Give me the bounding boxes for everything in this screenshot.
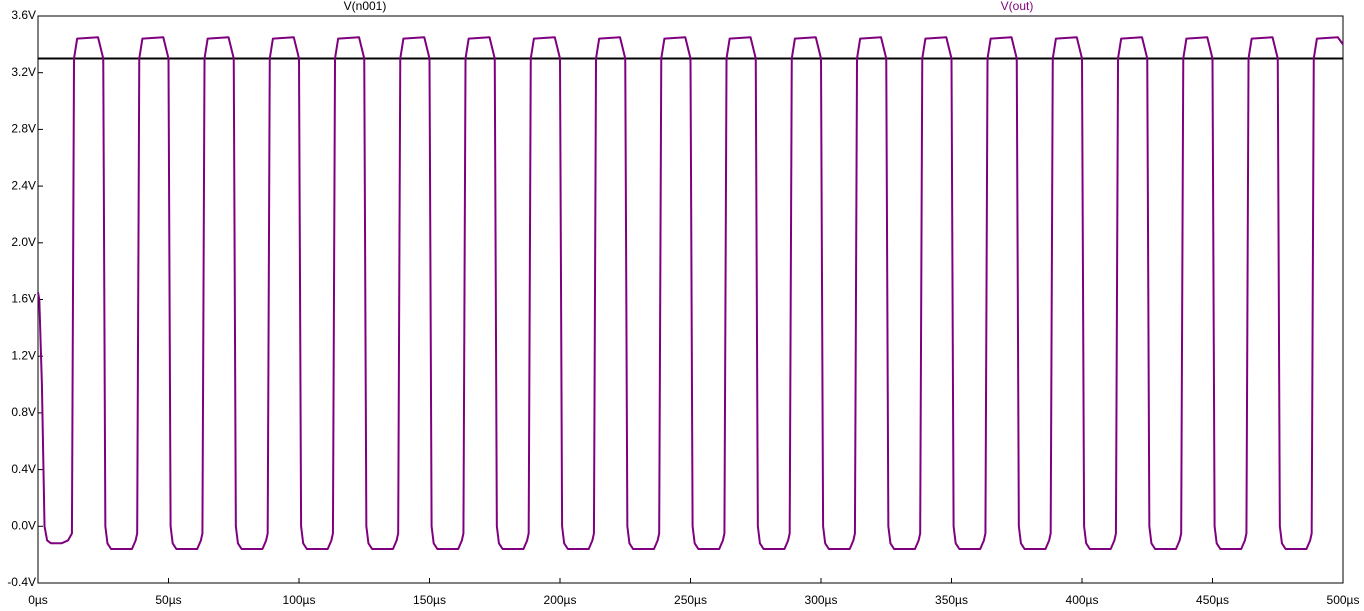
x-tick-label: 100µs	[283, 593, 316, 607]
y-tick-label: 0.0V	[11, 518, 36, 532]
series-line	[37, 36, 1344, 550]
legend-label: V(out)	[1001, 0, 1034, 13]
x-tick-label: 200µs	[544, 593, 577, 607]
y-tick-label: 0.4V	[11, 462, 36, 476]
x-tick-label: 400µs	[1066, 593, 1099, 607]
x-tick-label: 450µs	[1196, 593, 1229, 607]
y-tick-label: 2.0V	[11, 235, 36, 249]
y-tick-label: 1.6V	[11, 292, 36, 306]
x-tick-label: 500µs	[1327, 593, 1360, 607]
y-tick-label: 2.8V	[11, 122, 36, 136]
x-tick-label: 150µs	[413, 593, 446, 607]
x-tick-label: 50µs	[155, 593, 181, 607]
legend-label: V(n001)	[344, 0, 387, 13]
y-tick-label: 2.4V	[11, 178, 36, 192]
x-tick-label: 300µs	[805, 593, 838, 607]
y-tick-label: 1.2V	[11, 348, 36, 362]
y-tick-label: 0.8V	[11, 405, 36, 419]
y-tick-label: 3.6V	[11, 8, 36, 22]
y-tick-label: -0.4V	[7, 575, 36, 589]
x-tick-label: 350µs	[935, 593, 968, 607]
x-tick-label: 250µs	[674, 593, 707, 607]
x-tick-label: 0µs	[28, 593, 48, 607]
y-tick-label: 3.2V	[11, 65, 36, 79]
